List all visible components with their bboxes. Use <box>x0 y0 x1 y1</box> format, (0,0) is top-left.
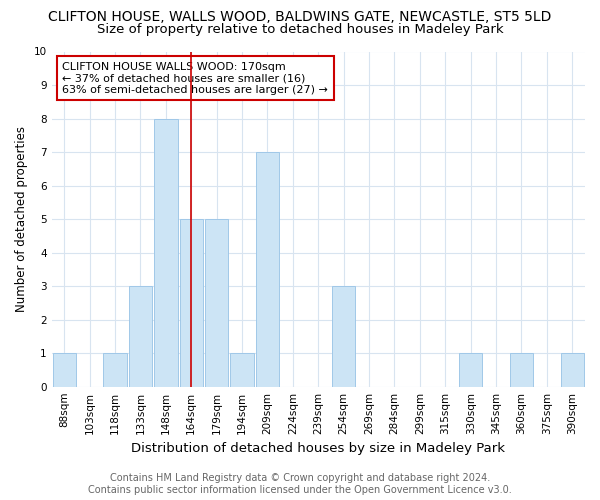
Text: Contains HM Land Registry data © Crown copyright and database right 2024.
Contai: Contains HM Land Registry data © Crown c… <box>88 474 512 495</box>
Bar <box>459 353 482 386</box>
Text: Size of property relative to detached houses in Madeley Park: Size of property relative to detached ho… <box>97 22 503 36</box>
Bar <box>560 353 584 386</box>
Y-axis label: Number of detached properties: Number of detached properties <box>15 126 28 312</box>
Bar <box>205 219 229 386</box>
Bar <box>179 219 203 386</box>
Bar <box>510 353 533 386</box>
Text: CLIFTON HOUSE, WALLS WOOD, BALDWINS GATE, NEWCASTLE, ST5 5LD: CLIFTON HOUSE, WALLS WOOD, BALDWINS GATE… <box>49 10 551 24</box>
Bar <box>230 353 254 386</box>
Bar <box>256 152 279 386</box>
Bar <box>53 353 76 386</box>
Text: CLIFTON HOUSE WALLS WOOD: 170sqm
← 37% of detached houses are smaller (16)
63% o: CLIFTON HOUSE WALLS WOOD: 170sqm ← 37% o… <box>62 62 328 95</box>
Bar <box>154 118 178 386</box>
X-axis label: Distribution of detached houses by size in Madeley Park: Distribution of detached houses by size … <box>131 442 505 455</box>
Bar <box>103 353 127 386</box>
Bar <box>332 286 355 386</box>
Bar <box>129 286 152 386</box>
